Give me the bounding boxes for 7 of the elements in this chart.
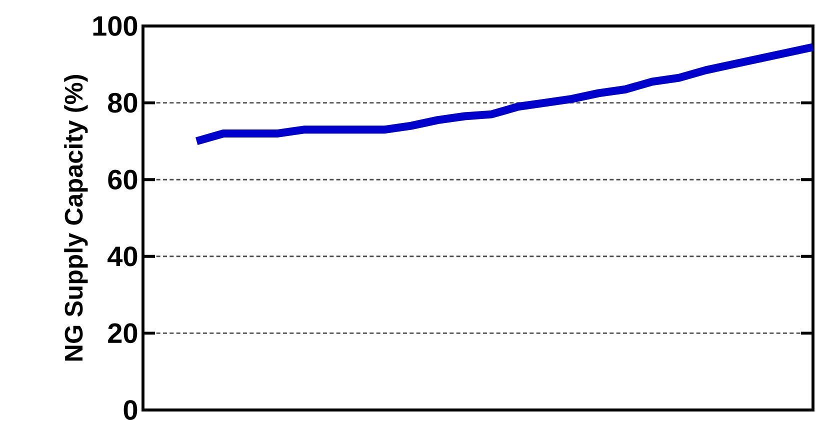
y-tick-label: 20 (108, 323, 138, 344)
y-tick-label: 40 (108, 246, 138, 266)
y-tick-label: 80 (108, 92, 138, 113)
y-axis-title: NG Supply Capacity (%) (64, 75, 88, 361)
y-tick-label: 0 (124, 400, 138, 420)
y-tick-label: 100 (93, 16, 138, 36)
y-tick-label: 60 (108, 170, 138, 190)
